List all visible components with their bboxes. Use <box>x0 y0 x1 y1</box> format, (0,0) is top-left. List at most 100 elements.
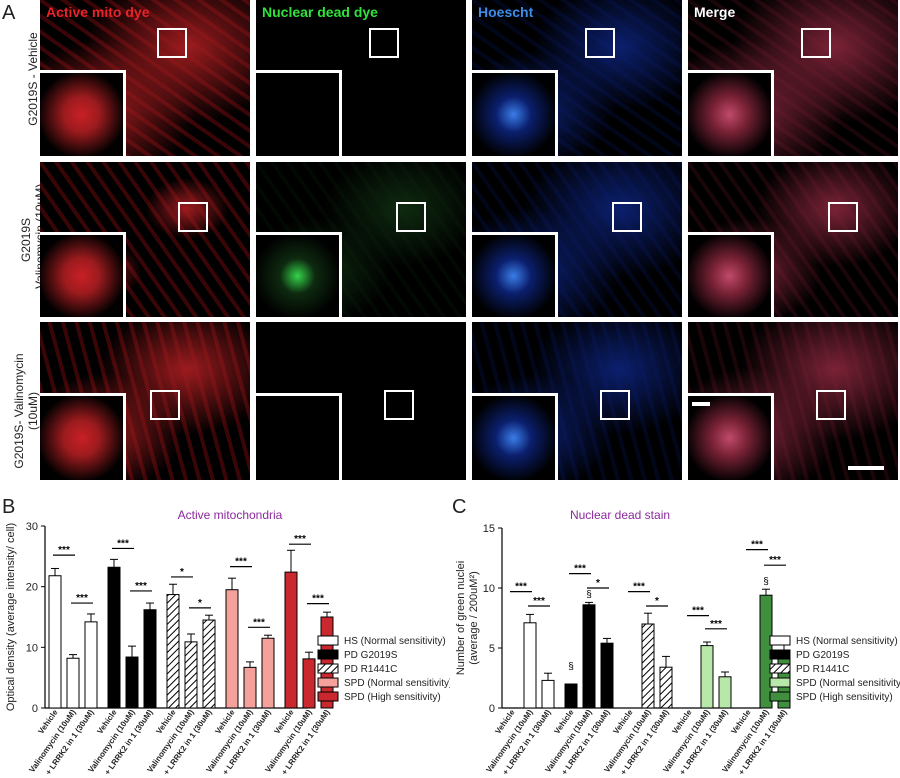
bar <box>202 619 216 709</box>
bar <box>641 623 655 709</box>
y-tick-label: 10 <box>483 583 495 595</box>
bar <box>166 594 180 709</box>
micrograph-r1-c2: Nuclear dead dye <box>256 0 466 156</box>
legend-label: SPD (Normal sensitivity) <box>796 678 900 689</box>
y-tick-label: 10 <box>26 642 38 654</box>
legend-label: SPD (Normal sensitivity) <box>344 678 450 689</box>
legend-swatch <box>769 663 791 674</box>
legend-swatch <box>769 677 791 688</box>
micrograph-column-title: Merge <box>694 4 736 20</box>
micrograph-r2-c3 <box>472 162 682 317</box>
significance-label: *** <box>692 606 704 617</box>
significance-label: *** <box>76 593 88 604</box>
scale-bar <box>848 466 884 470</box>
bar <box>243 666 257 709</box>
legend-label: SPD (High sensitivity) <box>796 692 893 703</box>
bar <box>225 589 239 709</box>
legend-swatch <box>317 649 339 660</box>
y-tick-label: 0 <box>489 703 495 715</box>
zoom-inset <box>256 231 343 317</box>
chart-b-active-mitochondria: Optical density (average intensity/ cell… <box>5 521 450 777</box>
bar <box>184 641 198 709</box>
selection-box <box>150 390 180 420</box>
selection-box <box>801 28 831 58</box>
zoom-inset <box>688 70 775 156</box>
zoom-inset <box>40 393 127 480</box>
y-axis-label: Number of green nuclei(average / 200uM²) <box>455 561 480 675</box>
panel-letter-b: B <box>2 496 16 518</box>
y-tick-label: 20 <box>26 582 38 594</box>
inset-scale-bar <box>692 402 710 406</box>
legend-swatch <box>317 635 339 646</box>
zoom-inset <box>40 231 127 317</box>
micrograph-column-title: Active mito dye <box>46 4 150 20</box>
selection-box <box>384 390 414 420</box>
row-label-vehicle: G2019S - Vehicle <box>26 32 40 126</box>
y-tick-label: 30 <box>26 521 38 533</box>
micrograph-r1-c4: Merge <box>688 0 898 156</box>
bar <box>284 571 298 709</box>
significance-label: *** <box>117 538 129 549</box>
legend-swatch <box>317 677 339 688</box>
chart-c-title: Nuclear dead stain <box>569 508 671 522</box>
legend-label: PD G2019S <box>796 650 850 661</box>
zoom-inset <box>472 70 559 156</box>
panel-letter-c: C <box>452 496 467 518</box>
selection-box <box>600 390 630 420</box>
bar <box>302 658 316 709</box>
legend-swatch <box>769 635 791 646</box>
significance-label: *** <box>574 564 586 575</box>
legend-label: HS (Normal sensitivity) <box>344 636 446 647</box>
zoom-inset <box>688 393 775 480</box>
legend-label: PD R1441C <box>796 664 849 675</box>
significance-label: *** <box>294 534 306 545</box>
bar <box>107 566 121 709</box>
significance-label: *** <box>235 557 247 568</box>
zoom-inset <box>40 70 127 156</box>
selection-box <box>157 28 187 58</box>
significance-label: *** <box>312 594 324 605</box>
significance-label: * <box>180 567 184 578</box>
zoom-inset <box>472 393 559 480</box>
y-tick-label: 0 <box>32 703 38 715</box>
legend-swatch <box>769 691 791 702</box>
bar <box>718 676 732 709</box>
significance-label: *** <box>751 540 763 551</box>
significance-label: *** <box>253 617 265 628</box>
bar <box>125 656 139 709</box>
section-mark: § <box>586 590 592 601</box>
y-tick-label: 15 <box>483 523 495 535</box>
bar <box>66 657 80 709</box>
bar <box>84 621 98 709</box>
significance-label: * <box>596 578 600 589</box>
micrograph-r3-c1 <box>40 322 250 480</box>
y-axis-label: Optical density (average intensity/ cell… <box>5 523 17 711</box>
chart-b-title: Active mitochondria <box>177 508 283 522</box>
legend-swatch <box>317 663 339 674</box>
significance-label: * <box>198 598 202 609</box>
bar <box>48 575 62 709</box>
y-tick-label: 5 <box>489 643 495 655</box>
bar <box>659 666 673 709</box>
legend-label: PD R1441C <box>344 664 397 675</box>
selection-box <box>178 202 208 232</box>
legend-swatch <box>317 691 339 702</box>
significance-label: *** <box>710 619 722 630</box>
selection-box <box>612 202 642 232</box>
zoom-inset <box>472 231 559 317</box>
micrograph-r3-c4 <box>688 322 898 480</box>
micrograph-r2-c1 <box>40 162 250 317</box>
micrograph-r3-c2 <box>256 322 466 480</box>
legend-label: SPD (High sensitivity) <box>344 692 441 703</box>
micrograph-r3-c3 <box>472 322 682 480</box>
significance-label: *** <box>633 582 645 593</box>
micrograph-r1-c3: Hoescht <box>472 0 682 156</box>
panel-letter-a: A <box>2 2 16 24</box>
bar <box>523 622 537 709</box>
significance-label: * <box>655 596 659 607</box>
significance-label: *** <box>769 555 781 566</box>
section-mark: § <box>568 662 574 673</box>
micrograph-r2-c4 <box>688 162 898 317</box>
legend-label: HS (Normal sensitivity) <box>796 636 898 647</box>
bar <box>582 604 596 709</box>
